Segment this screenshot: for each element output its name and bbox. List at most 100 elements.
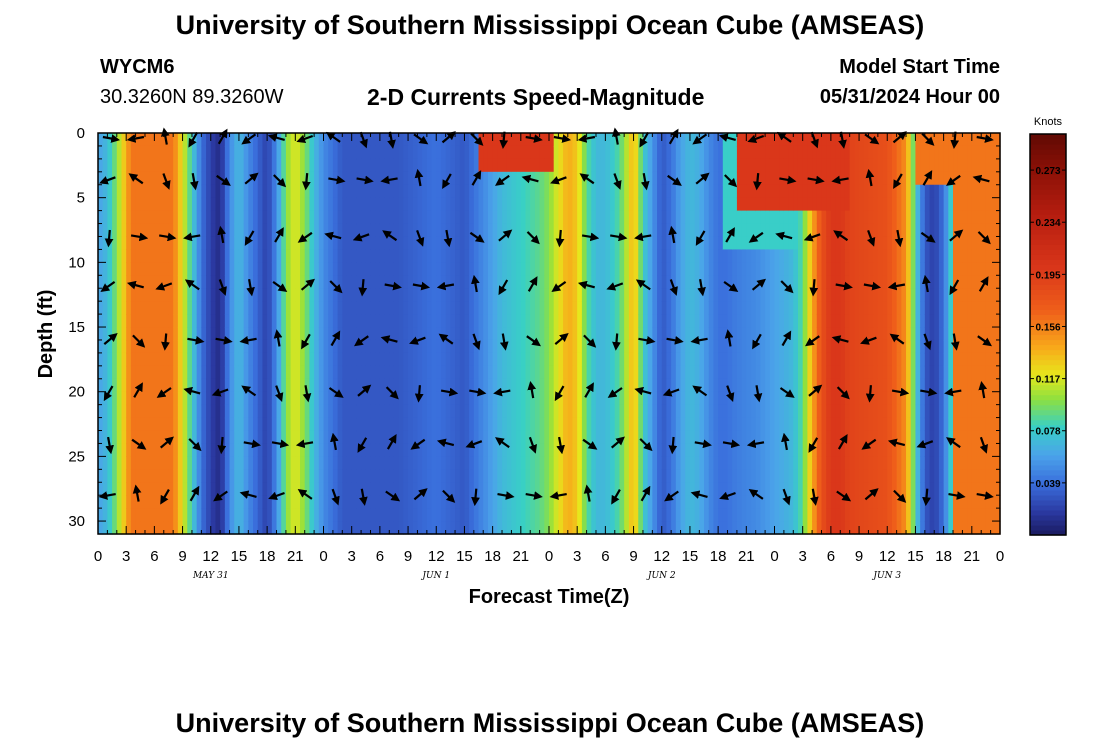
heatmap-cell	[591, 495, 597, 509]
heatmap-cell	[328, 378, 334, 393]
heatmap-cell	[849, 158, 855, 173]
heatmap-cell	[445, 482, 451, 496]
heatmap-cell	[351, 288, 357, 302]
heatmap-cell	[370, 301, 376, 315]
heatmap-cell	[417, 404, 423, 419]
heatmap-cell	[351, 391, 357, 406]
heatmap-cell	[666, 365, 672, 380]
heatmap-cell	[318, 352, 325, 367]
heatmap-cell	[793, 521, 799, 535]
heatmap-cell	[595, 327, 602, 341]
heatmap-cell	[835, 197, 841, 212]
heatmap-cell	[365, 197, 372, 212]
heatmap-cell	[549, 417, 555, 432]
heatmap-cell	[708, 417, 715, 432]
heatmap-cell	[224, 275, 231, 289]
heatmap-cell	[365, 443, 372, 457]
heatmap-cell	[642, 223, 649, 238]
heatmap-cell	[487, 145, 494, 160]
heatmap-cell	[361, 391, 367, 406]
heatmap-cell	[116, 327, 123, 341]
heatmap-cell	[215, 197, 221, 212]
heatmap-cell	[201, 158, 207, 173]
heatmap-cell	[830, 171, 837, 186]
heatmap-cell	[393, 301, 400, 315]
heatmap-cell	[191, 508, 198, 522]
heatmap-cell	[98, 133, 104, 147]
heatmap-cell	[238, 133, 245, 147]
heatmap-cell	[807, 327, 813, 341]
heatmap-cell	[765, 391, 771, 406]
heatmap-cell	[783, 301, 790, 315]
heatmap-cell	[840, 495, 846, 509]
heatmap-cell	[516, 508, 522, 522]
heatmap-cell	[708, 327, 715, 341]
heatmap-cell	[736, 469, 743, 483]
heatmap-cell	[337, 184, 343, 199]
heatmap-cell	[835, 327, 841, 341]
heatmap-cell	[144, 327, 151, 341]
heatmap-cell	[262, 197, 268, 212]
heatmap-cell	[600, 133, 606, 147]
heatmap-cell	[196, 378, 202, 393]
heatmap-cell	[483, 197, 489, 212]
heatmap-cell	[116, 482, 123, 496]
heatmap-cell	[398, 508, 404, 522]
heatmap-cell	[243, 145, 249, 160]
heatmap-cell	[755, 430, 762, 445]
heatmap-cell	[323, 417, 329, 432]
heatmap-cell	[685, 249, 691, 263]
heatmap-cell	[426, 495, 433, 509]
heatmap-cell	[652, 171, 658, 186]
heatmap-cell	[830, 365, 837, 380]
heatmap-cell	[248, 339, 254, 354]
heatmap-cell	[375, 495, 381, 509]
heatmap-cell	[783, 145, 790, 160]
heatmap-cell	[783, 521, 790, 535]
heatmap-cell	[685, 262, 691, 276]
heatmap-cell	[539, 378, 545, 393]
heatmap-cell	[511, 236, 517, 251]
heatmap-cell	[600, 197, 606, 212]
heatmap-cell	[525, 508, 531, 522]
heatmap-cell	[826, 184, 832, 199]
heatmap-cell	[107, 430, 113, 445]
heatmap-cell	[581, 417, 588, 432]
heatmap-cell	[98, 404, 104, 419]
heatmap-cell	[751, 210, 757, 225]
heatmap-cell	[638, 417, 644, 432]
heatmap-cell	[473, 262, 480, 276]
heatmap-cell	[788, 482, 794, 496]
heatmap-cell	[285, 210, 292, 225]
heatmap-cell	[680, 327, 686, 341]
heatmap-cell	[704, 443, 710, 457]
heatmap-cell	[257, 521, 264, 535]
heatmap-cell	[445, 288, 451, 302]
heatmap-cell	[769, 288, 776, 302]
heatmap-cell	[783, 249, 790, 263]
heatmap-cell	[844, 365, 851, 380]
heatmap-cell	[464, 275, 470, 289]
heatmap-cell	[652, 339, 658, 354]
heatmap-cell	[206, 223, 212, 238]
heatmap-cell	[751, 184, 757, 199]
heatmap-cell	[182, 249, 188, 263]
heatmap-cell	[417, 327, 423, 341]
heatmap-cell	[187, 508, 193, 522]
heatmap-cell	[708, 508, 715, 522]
heatmap-cell	[464, 352, 470, 367]
heatmap-cell	[600, 145, 606, 160]
heatmap-cell	[619, 404, 625, 419]
heatmap-cell	[248, 197, 254, 212]
heatmap-cell	[417, 223, 423, 238]
heatmap-cell	[140, 262, 146, 276]
heatmap-cell	[379, 443, 386, 457]
heatmap-cell	[337, 158, 343, 173]
heatmap-cell	[661, 133, 668, 147]
heatmap-cell	[671, 378, 677, 393]
heatmap-cell	[281, 275, 287, 289]
heatmap-cell	[675, 430, 682, 445]
heatmap-cell	[243, 391, 249, 406]
heatmap-cell	[713, 184, 719, 199]
heatmap-cell	[652, 210, 658, 225]
